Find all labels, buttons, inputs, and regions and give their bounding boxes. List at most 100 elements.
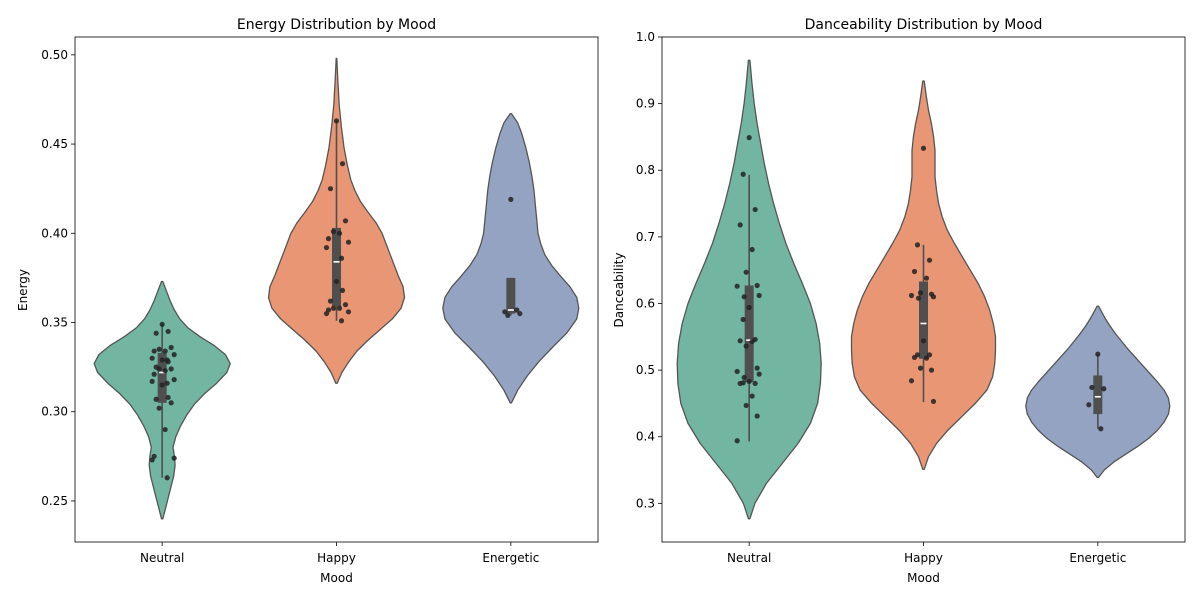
y-tick-label: 0.35 [41,316,68,330]
data-point [508,196,514,202]
data-point [920,145,927,151]
y-tick-label: 0.7 [636,230,655,244]
y-tick-label: 0.50 [41,48,68,62]
x-tick-label: Happy [317,551,356,565]
data-point [151,348,157,354]
data-point [165,359,171,365]
data-point [165,328,171,335]
data-point [164,380,170,386]
data-point [743,343,749,349]
y-ticks: 0.25 0.30 0.35 0.40 0.45 0.50 [41,48,75,508]
chart-title: Energy Distribution by Mood [237,17,436,33]
data-point [1086,402,1092,408]
data-point [737,338,743,344]
violin-iqr-box [744,285,754,383]
y-tick-label: 0.4 [636,430,655,444]
data-point [914,242,921,248]
data-point [162,348,168,354]
data-point [149,355,155,361]
data-point [325,236,332,242]
data-point [168,344,174,351]
x-ticks: Neutral Happy Energetic [140,542,539,565]
y-tick-label: 0.30 [41,405,68,419]
y-axis-label: Energy [16,269,30,311]
data-point [162,368,168,374]
data-point [749,393,755,399]
data-point [908,378,915,384]
data-point [920,338,927,344]
data-point [323,310,330,317]
chart-title: Danceability Distribution by Mood [805,17,1043,33]
data-point [159,357,165,363]
violin-iqr-box [1093,375,1103,415]
data-point [737,222,743,228]
plot-frame [74,36,599,543]
y-tick-label: 1.0 [636,30,655,44]
data-point [164,475,170,481]
x-axis-label: Mood [907,571,940,585]
data-point [149,457,155,463]
energy-chart: Energy Distribution by Mood Mood Energy … [16,17,599,585]
data-point [333,118,340,124]
data-point [323,244,330,251]
data-point [754,365,760,371]
x-tick-label: Energetic [1069,551,1126,565]
violin-iqr-box [332,227,341,307]
data-point [737,380,743,387]
x-tick-label: Happy [904,551,943,565]
data-point [930,398,937,405]
data-point [743,269,749,275]
data-point [156,405,162,411]
plot-frame [661,36,1186,543]
data-point [338,255,345,261]
data-point [153,396,159,402]
data-point [345,239,352,245]
data-point [743,402,749,409]
y-ticks: 0.3 0.4 0.5 0.6 0.7 0.8 0.9 1.0 [636,30,662,510]
data-point [338,318,345,324]
data-point [754,413,760,419]
data-point [165,394,171,401]
data-point [908,292,915,299]
x-ticks: Neutral Happy Energetic [727,542,1126,565]
y-tick-label: 0.8 [636,163,655,177]
violins [676,59,1171,520]
y-tick-label: 0.25 [41,494,68,508]
violin-body [442,113,580,404]
y-tick-label: 0.9 [636,97,655,111]
data-point [162,426,168,433]
violin-iqr-box [157,352,167,403]
data-point [342,218,349,224]
data-point [911,354,918,361]
data-point [930,294,937,300]
data-point [345,309,352,315]
data-point [336,305,343,311]
data-point [1095,351,1101,357]
data-point [159,382,165,388]
x-tick-label: Neutral [727,551,771,565]
data-point [505,312,511,318]
data-point [923,355,930,361]
y-tick-label: 0.45 [41,137,68,151]
data-point [171,352,177,358]
y-axis-label: Danceability [612,253,626,328]
data-point [1098,426,1104,432]
data-point [149,378,155,384]
data-point [923,275,930,281]
data-point [327,298,334,304]
data-point [911,268,918,275]
data-point [734,368,740,375]
data-point [330,305,337,311]
data-point [168,366,174,372]
data-point [917,290,924,296]
x-axis-label: Mood [320,571,353,585]
data-point [517,310,523,317]
data-point [746,304,752,311]
data-point [502,309,508,315]
data-point [756,371,762,377]
data-point [740,316,746,323]
data-point [339,161,346,167]
data-point [752,206,758,213]
data-point [734,283,740,289]
